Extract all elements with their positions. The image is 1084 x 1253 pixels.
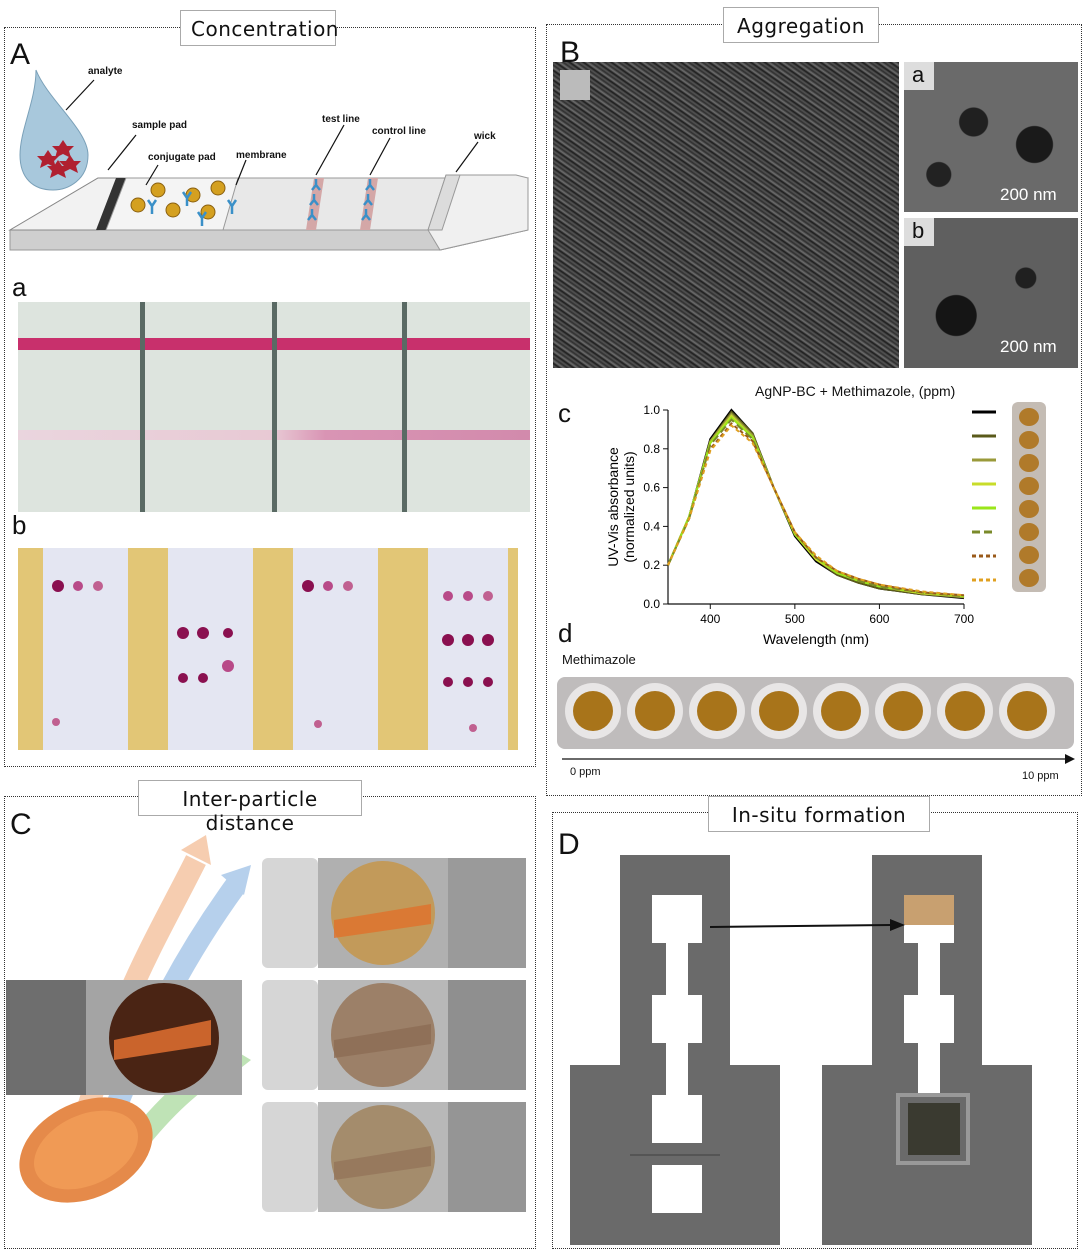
panel-letter-c: C — [10, 808, 32, 841]
panel-letter-a: A — [10, 38, 31, 71]
sem-b-letter: b — [912, 218, 925, 243]
sem-scale-box — [560, 70, 590, 100]
vial — [1019, 569, 1039, 587]
well — [565, 683, 621, 739]
y-axis-label-line2: (normalized units) — [621, 451, 637, 562]
well — [875, 683, 931, 739]
y-axis-label-line1: UV-Vis absorbance — [605, 447, 621, 567]
vial — [1019, 454, 1039, 472]
label-control-line: control line — [372, 126, 426, 137]
y-tick-label: 0.4 — [643, 519, 660, 533]
vial — [1019, 523, 1039, 541]
x-tick-label: 500 — [785, 612, 805, 626]
wells-end: 10 ppm — [1022, 770, 1059, 782]
x-tick-label: 600 — [869, 612, 889, 626]
vial — [1019, 546, 1039, 564]
well-solution — [759, 691, 799, 731]
series-line — [667, 422, 965, 597]
absorbance-chart: 0.0 0.2 0.4 0.6 0.8 1.0 400 500 600 700 Wavelength… — [605, 403, 1034, 647]
chromatography-photo — [18, 548, 518, 750]
panel-title-in-situ: In-situ formation — [708, 796, 930, 832]
well-solution — [573, 691, 613, 731]
y-tick-label: 0.2 — [643, 558, 660, 572]
series-line — [667, 414, 965, 598]
label-membrane: membrane — [236, 150, 287, 161]
sem-fibers-large — [553, 62, 899, 368]
wells-row — [565, 683, 1070, 743]
well — [689, 683, 745, 739]
panel-b-sub-c: c — [558, 398, 571, 428]
concentration-arrow — [562, 754, 1075, 764]
well — [813, 683, 869, 739]
panel-a-sub-b: b — [12, 510, 27, 540]
y-tick-label: 0.0 — [643, 597, 660, 611]
sem-b-scale: 200 nm — [1000, 337, 1057, 356]
series-line — [667, 424, 965, 597]
label-wick: wick — [474, 131, 496, 142]
well-solution — [883, 691, 923, 731]
x-axis-label: Wavelength (nm) — [763, 631, 869, 647]
well-solution — [635, 691, 675, 731]
vial-column — [1012, 402, 1046, 592]
vial — [1019, 500, 1039, 518]
well-solution — [1007, 691, 1047, 731]
well — [937, 683, 993, 739]
series-line — [667, 416, 965, 598]
chart-title: AgNP-BC + Methimazole, (ppm) — [755, 383, 956, 399]
panel-a-sub-a: a — [12, 272, 27, 302]
wells-label: Methimazole — [562, 652, 636, 667]
well-solution — [945, 691, 985, 731]
wells-start: 0 ppm — [570, 766, 601, 778]
x-tick-label: 700 — [954, 612, 974, 626]
inter-particle-illustration — [6, 835, 526, 1212]
sem-a-scale: 200 nm — [1000, 185, 1057, 204]
well — [627, 683, 683, 739]
vial — [1019, 431, 1039, 449]
y-tick-label: 0.6 — [643, 481, 660, 495]
y-tick-label: 1.0 — [643, 403, 660, 417]
well — [751, 683, 807, 739]
panel-title-aggregation: Aggregation — [723, 7, 879, 43]
y-tick-label: 0.8 — [643, 442, 660, 456]
panel-title-concentration: Concentration — [180, 10, 338, 46]
vial — [1019, 477, 1039, 495]
vial — [1019, 408, 1039, 426]
panel-letter-b: B — [560, 36, 581, 69]
test-strips-photo — [18, 302, 530, 512]
lateral-flow-strip-diagram — [8, 69, 529, 251]
panel-title-inter-particle: Inter-particle distance — [138, 780, 362, 835]
label-analyte: analyte — [88, 66, 123, 77]
label-test-line: test line — [322, 114, 360, 125]
sem-b-label-box — [904, 218, 934, 246]
panel-letter-d: D — [558, 828, 580, 861]
x-tick-label: 400 — [700, 612, 720, 626]
well-solution — [697, 691, 737, 731]
well — [999, 683, 1055, 739]
well-solution — [821, 691, 861, 731]
sem-a-letter: a — [912, 62, 925, 87]
paper-device-photo — [570, 855, 1032, 1245]
label-conjugate-pad: conjugate pad — [148, 152, 216, 163]
panel-b-sub-d: d — [558, 618, 573, 648]
sem-a-label-box — [904, 62, 934, 90]
label-sample-pad: sample pad — [132, 120, 188, 131]
